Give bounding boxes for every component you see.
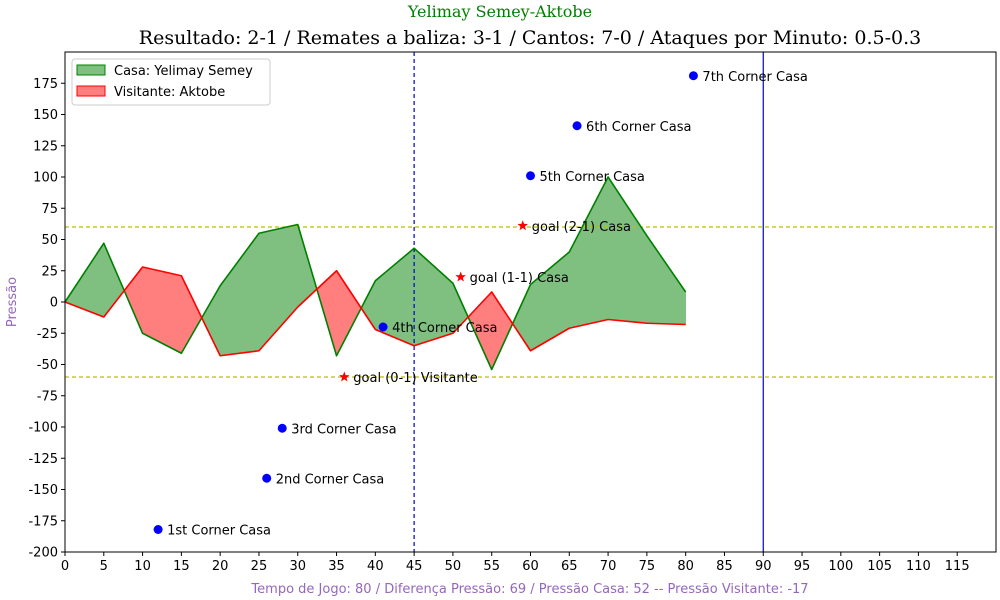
y-tick-label: -150 bbox=[28, 483, 58, 498]
reference-lines bbox=[65, 52, 996, 552]
away-pressure-line bbox=[64, 266, 686, 357]
corner-marker bbox=[378, 322, 388, 332]
legend: Casa: Yelimay Semey Visitante: Aktobe bbox=[71, 58, 271, 106]
y-tick-label: 100 bbox=[33, 171, 58, 186]
x-tick-label: 50 bbox=[445, 559, 462, 574]
x-tick-label: 55 bbox=[483, 559, 500, 574]
y-tick-label: -25 bbox=[37, 327, 58, 342]
x-tick-label: 75 bbox=[639, 559, 656, 574]
x-tick-label: 45 bbox=[406, 559, 423, 574]
home-pressure-fill bbox=[530, 251, 570, 352]
y-tick-label: -200 bbox=[28, 546, 58, 561]
corner-label: 4th Corner Casa bbox=[392, 321, 497, 336]
goal-marker bbox=[339, 371, 350, 382]
x-tick-label: 100 bbox=[828, 559, 853, 574]
home-pressure-line bbox=[64, 176, 687, 371]
corner-marker bbox=[526, 171, 535, 181]
x-tick-label: 85 bbox=[716, 559, 733, 574]
y-tick-label: 150 bbox=[33, 108, 58, 123]
home-pressure-fill bbox=[646, 234, 686, 325]
x-tick-label: 70 bbox=[600, 559, 617, 574]
corner-label: 5th Corner Casa bbox=[540, 170, 645, 185]
x-axis-label: Tempo de Jogo: 80 / Diferença Pressão: 6… bbox=[250, 582, 808, 597]
legend-swatch-home bbox=[76, 64, 106, 76]
y-tick-label: 0 bbox=[50, 296, 58, 311]
corner-marker bbox=[153, 525, 163, 534]
x-tick-label: 95 bbox=[794, 559, 811, 574]
legend-label-away: Visitante: Aktobe bbox=[114, 85, 225, 100]
corner-label: 6th Corner Casa bbox=[586, 120, 691, 135]
y-tick-label: -175 bbox=[28, 514, 58, 529]
corner-marker bbox=[277, 423, 287, 433]
goal-marker bbox=[517, 220, 528, 231]
away-pressure-fill bbox=[336, 269, 362, 356]
home-pressure-fill bbox=[103, 243, 125, 318]
x-tick-label: 10 bbox=[134, 559, 151, 574]
x-tick-label: 30 bbox=[289, 559, 306, 574]
corner-label: 3rd Corner Casa bbox=[291, 422, 396, 437]
pressure-fills bbox=[64, 176, 686, 370]
x-tick-label: 60 bbox=[522, 559, 539, 574]
corner-marker bbox=[688, 71, 698, 81]
series-lines bbox=[64, 176, 687, 371]
corner-label: 7th Corner Casa bbox=[702, 70, 807, 85]
y-tick-label: 175 bbox=[33, 77, 58, 92]
y-tick-label: -50 bbox=[37, 358, 58, 373]
goal-label: goal (2-1) Casa bbox=[532, 220, 631, 235]
y-tick-label: -100 bbox=[28, 421, 58, 436]
x-tick-label: 0 bbox=[61, 559, 69, 574]
x-tick-label: 15 bbox=[173, 559, 190, 574]
y-tick-label: -125 bbox=[28, 452, 58, 467]
home-pressure-fill bbox=[219, 232, 260, 357]
home-pressure-fill bbox=[201, 284, 221, 356]
home-pressure-fill bbox=[568, 176, 609, 329]
legend-box bbox=[71, 58, 271, 106]
corner-label: 1st Corner Casa bbox=[167, 524, 271, 539]
x-tick-label: 115 bbox=[945, 559, 970, 574]
match-events: 1st Corner Casa 2nd Corner Casa 3rd Corner… bbox=[153, 70, 808, 539]
y-tick-label: 25 bbox=[41, 264, 58, 279]
plot-area: 1st Corner Casa 2nd Corner Casa 3rd Corner… bbox=[28, 51, 997, 574]
goal-label: goal (1-1) Casa bbox=[470, 271, 569, 286]
away-pressure-fill bbox=[142, 266, 182, 354]
x-tick-label: 80 bbox=[677, 559, 694, 574]
x-tick-label: 35 bbox=[328, 559, 345, 574]
x-tick-label: 105 bbox=[867, 559, 892, 574]
y-axis-ticks: -200 -175 -150 -125 -100 -75 -50 -25 0 25 50 75 100 1… bbox=[28, 77, 65, 561]
y-tick-label: 125 bbox=[33, 139, 58, 154]
x-tick-label: 110 bbox=[906, 559, 931, 574]
x-axis-ticks: 0 5 10 15 20 25 30 35 40 45 50 55 60 65 70 75 80 85 90 95 10… bbox=[61, 552, 970, 574]
x-tick-label: 90 bbox=[755, 559, 772, 574]
goal-label: goal (0-1) Visitante bbox=[353, 371, 477, 386]
x-tick-label: 5 bbox=[100, 559, 108, 574]
home-pressure-fill bbox=[258, 224, 299, 352]
home-pressure-fill bbox=[64, 242, 105, 318]
y-tick-label: 50 bbox=[41, 233, 58, 248]
x-tick-label: 25 bbox=[251, 559, 268, 574]
corner-marker bbox=[572, 121, 582, 131]
chart-suptitle: Yelimay Semey-Aktobe bbox=[407, 2, 592, 21]
corner-label: 2nd Corner Casa bbox=[276, 472, 385, 487]
corner-marker bbox=[262, 473, 272, 483]
y-tick-label: -75 bbox=[37, 389, 58, 404]
x-tick-label: 65 bbox=[561, 559, 578, 574]
away-pressure-fill bbox=[123, 266, 143, 334]
x-tick-label: 20 bbox=[212, 559, 229, 574]
goal-marker bbox=[455, 271, 466, 282]
y-tick-label: 75 bbox=[41, 202, 58, 217]
x-tick-label: 40 bbox=[367, 559, 384, 574]
home-pressure-fill bbox=[607, 176, 648, 324]
legend-label-home: Casa: Yelimay Semey bbox=[114, 64, 253, 79]
away-pressure-fill bbox=[181, 275, 203, 355]
y-axis-label: Pressão bbox=[5, 277, 20, 327]
chart-title: Resultado: 2-1 / Remates a baliza: 3-1 /… bbox=[139, 27, 921, 49]
legend-swatch-away bbox=[76, 85, 106, 97]
